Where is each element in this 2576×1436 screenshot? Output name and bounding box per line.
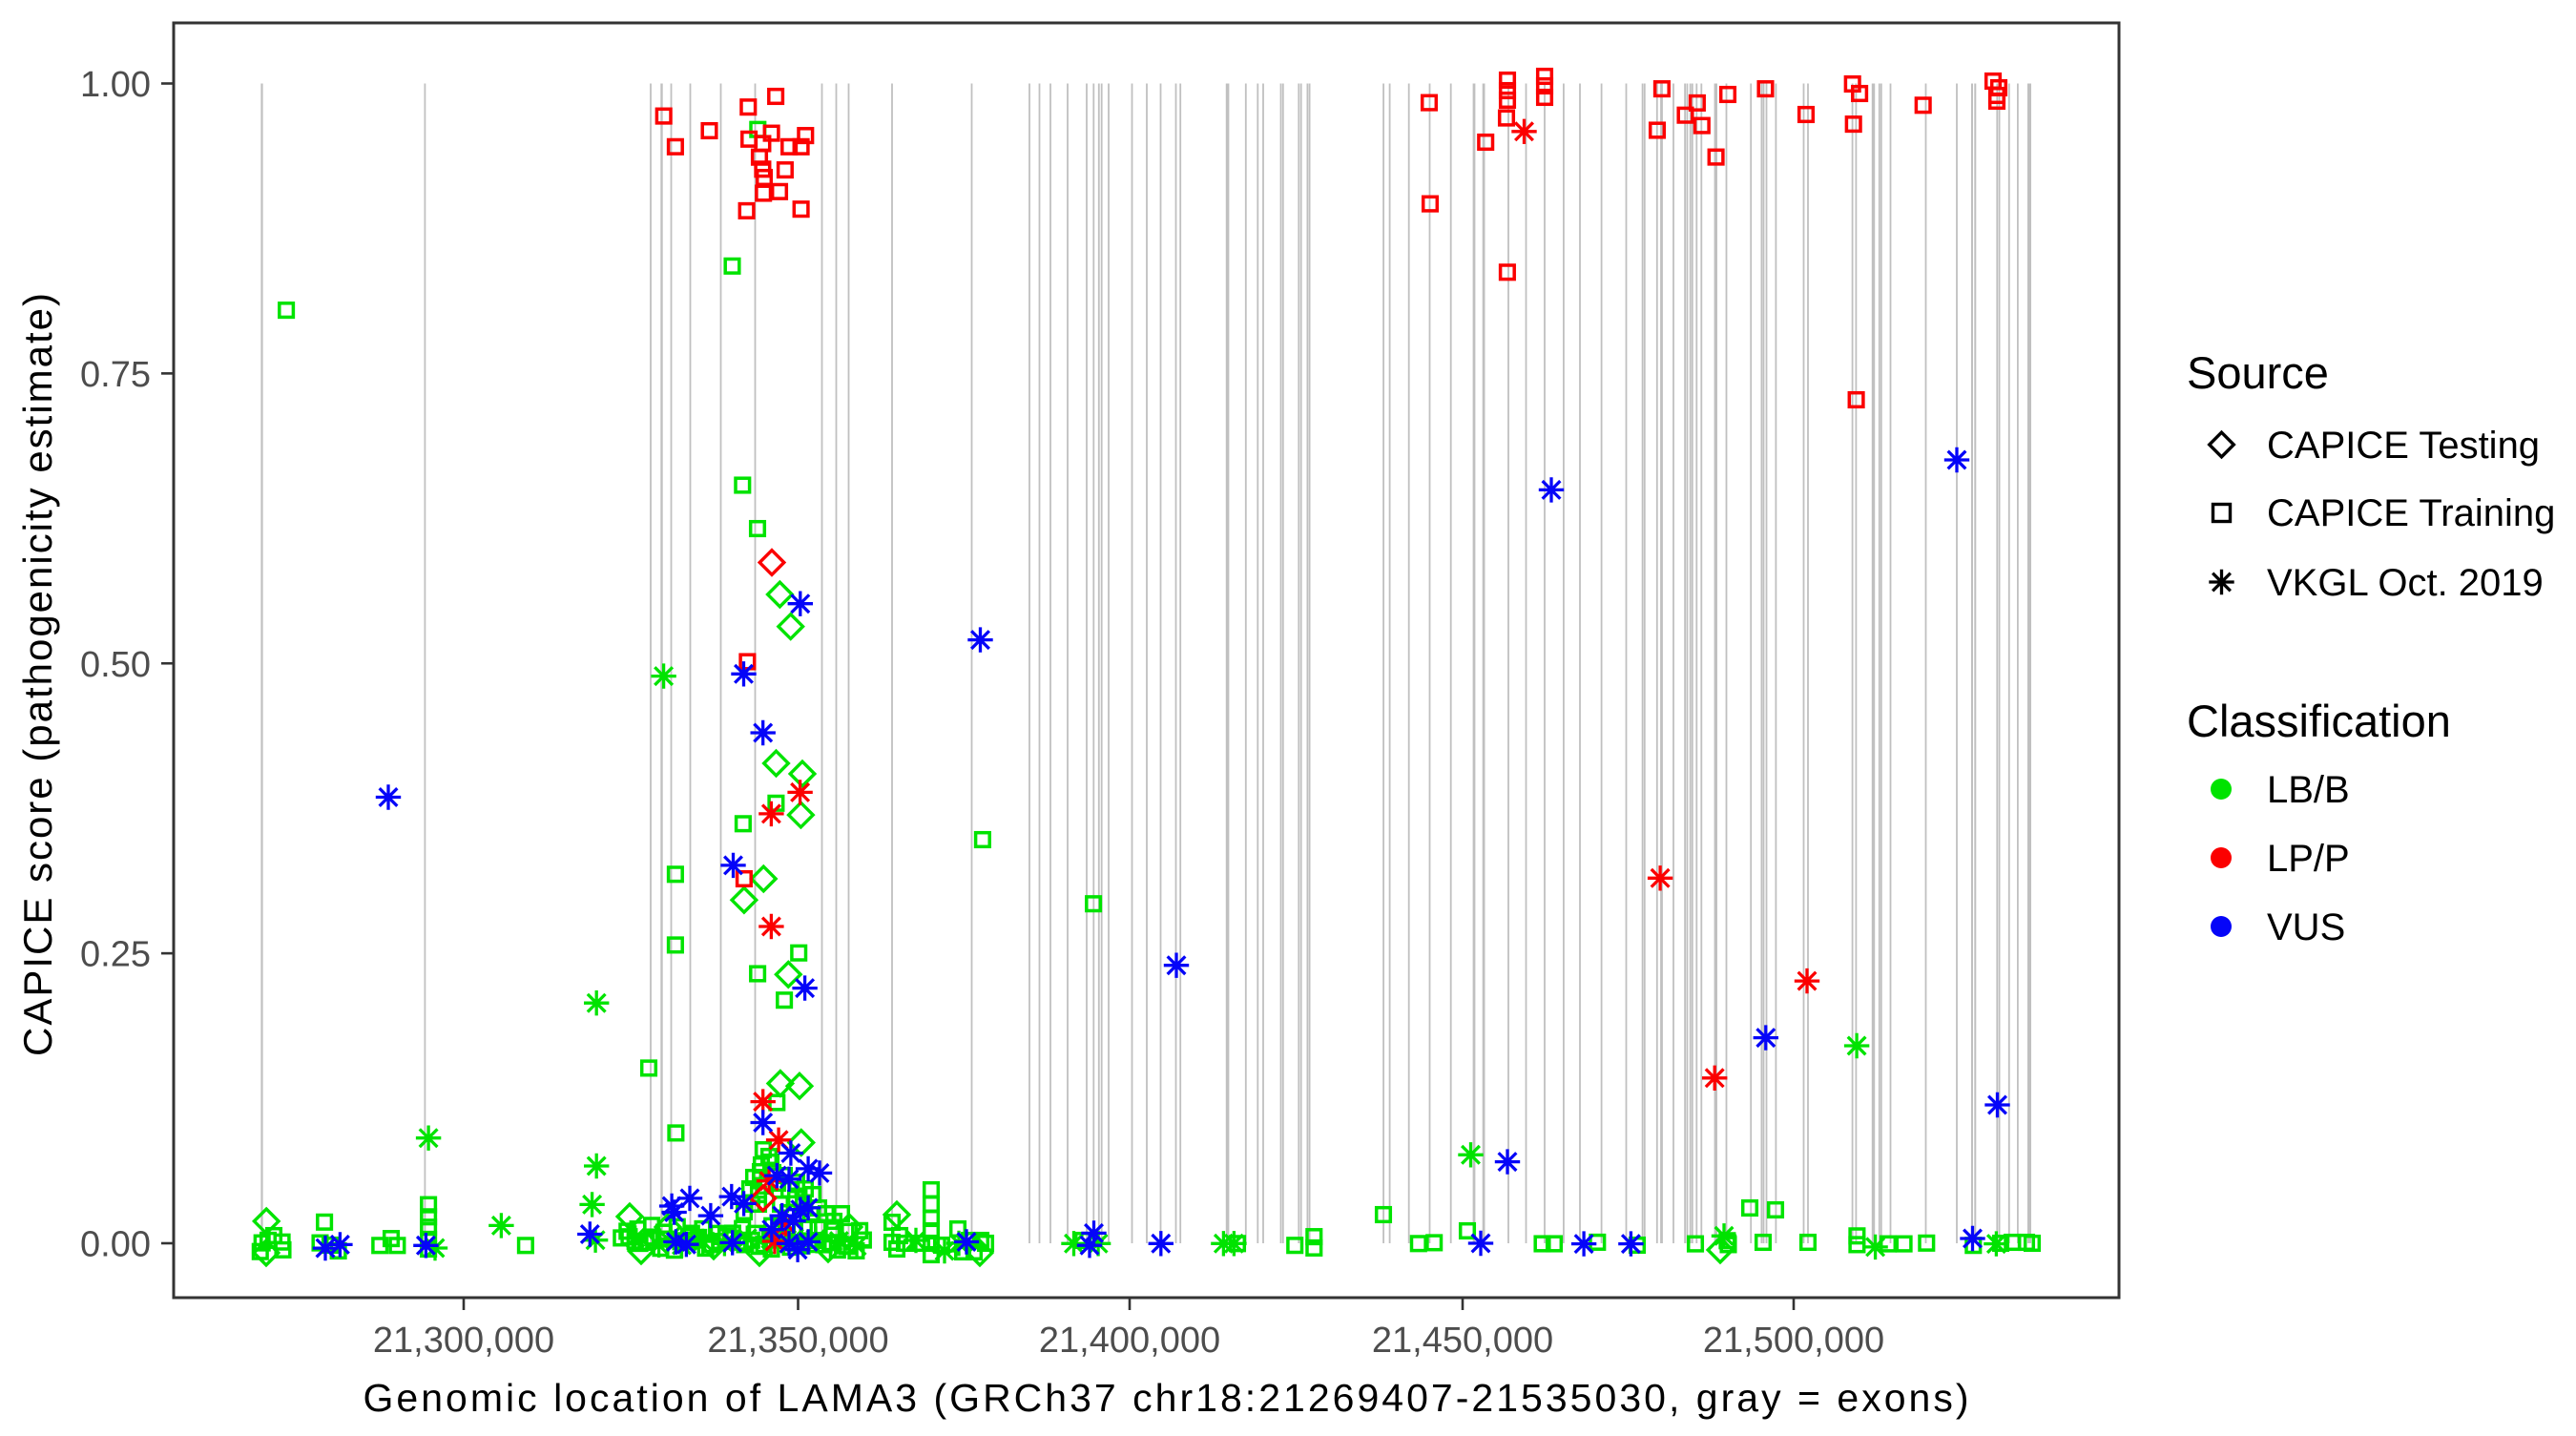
svg-text:0.00: 0.00 [80, 1225, 151, 1265]
svg-text:21,300,000: 21,300,000 [373, 1321, 554, 1361]
svg-text:VUS: VUS [2267, 906, 2345, 948]
svg-text:CAPICE Testing: CAPICE Testing [2267, 425, 2540, 467]
svg-text:0.75: 0.75 [80, 355, 151, 395]
svg-text:21,400,000: 21,400,000 [1039, 1321, 1220, 1361]
svg-text:CAPICE score (pathogenicity es: CAPICE score (pathogenicity estimate) [15, 293, 60, 1056]
svg-text:Source: Source [2187, 347, 2329, 398]
svg-text:Genomic location of LAMA3 (GRC: Genomic location of LAMA3 (GRCh37 chr18:… [364, 1376, 1969, 1420]
svg-text:0.50: 0.50 [80, 645, 151, 685]
svg-text:LP/P: LP/P [2267, 838, 2350, 880]
svg-text:VKGL Oct. 2019: VKGL Oct. 2019 [2267, 562, 2544, 604]
svg-text:1.00: 1.00 [80, 65, 151, 105]
svg-text:Classification: Classification [2187, 696, 2451, 746]
svg-text:21,450,000: 21,450,000 [1372, 1321, 1553, 1361]
svg-text:0.25: 0.25 [80, 935, 151, 975]
svg-text:CAPICE Training: CAPICE Training [2267, 492, 2555, 534]
svg-text:LB/B: LB/B [2267, 769, 2350, 811]
svg-text:21,500,000: 21,500,000 [1703, 1321, 1884, 1361]
svg-text:21,350,000: 21,350,000 [707, 1321, 888, 1361]
